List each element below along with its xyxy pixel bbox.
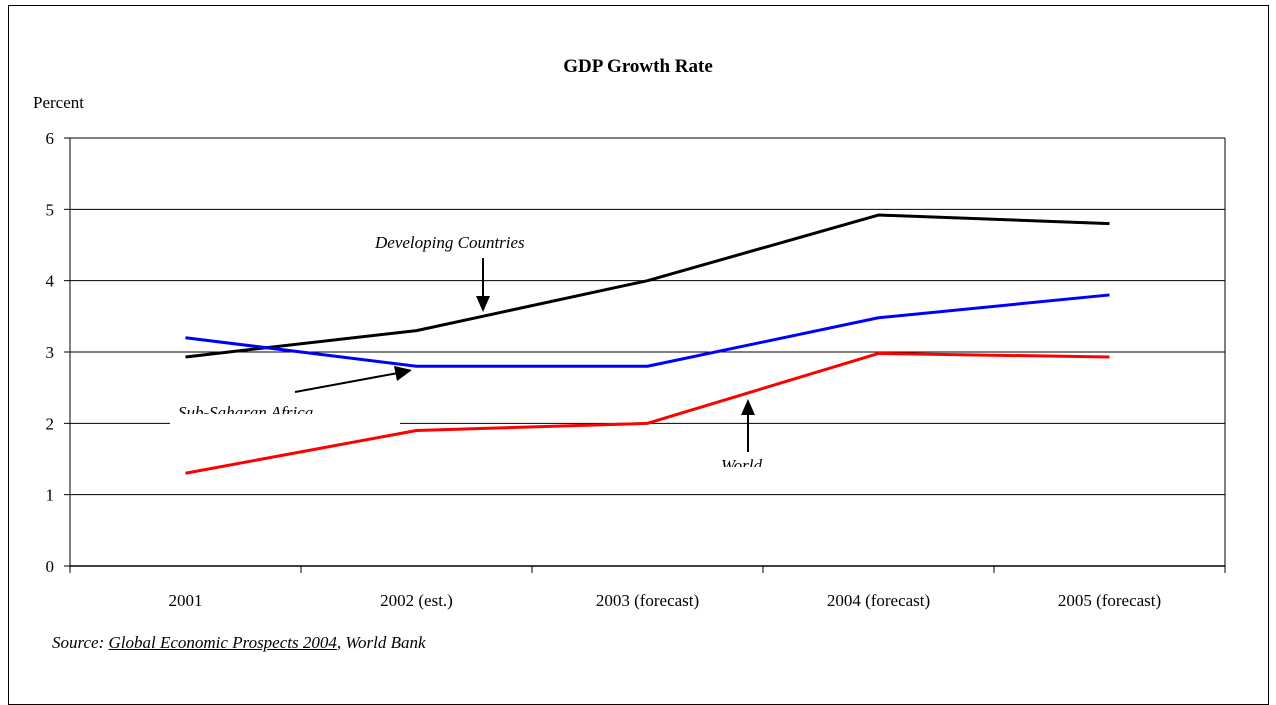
series-line-world xyxy=(185,351,1110,475)
y-axis-label: Percent xyxy=(33,93,84,112)
chart-title: GDP Growth Rate xyxy=(563,56,713,77)
series-line-developing-countries xyxy=(185,213,1110,359)
axes xyxy=(64,137,1226,573)
source-note: Source: Global Economic Prospects 2004, … xyxy=(52,633,426,653)
x-tick-label: 2001 xyxy=(169,591,203,610)
series-line-sub-saharan-africa xyxy=(185,293,1110,368)
x-tick-label: 2003 (forecast) xyxy=(596,591,699,610)
x-tick-label: 2005 (forecast) xyxy=(1058,591,1161,610)
source-title-link[interactable]: Global Economic Prospects 2004 xyxy=(108,633,337,652)
x-tick-label: 2002 (est.) xyxy=(380,591,453,610)
y-tick-label: 6 xyxy=(46,129,55,148)
series-lines xyxy=(185,213,1110,475)
y-tick-labels: 0 1 2 3 4 5 6 xyxy=(46,129,55,576)
source-prefix: Source: xyxy=(52,633,109,652)
y-tick-label: 0 xyxy=(46,557,55,576)
y-tick-label: 2 xyxy=(46,414,55,433)
label-clip-mask xyxy=(170,414,400,424)
x-tick-labels: 2001 2002 (est.) 2003 (forecast) 2004 (fore… xyxy=(169,591,1162,610)
y-tick-label: 5 xyxy=(46,200,55,219)
label-clip-mask xyxy=(700,467,820,477)
gridlines xyxy=(70,137,1225,496)
chart-svg: GDP Growth Rate Percent 0 1 2 3 4 5 6 2001 2002… xyxy=(33,56,1226,610)
arrow-developing-countries xyxy=(476,258,490,312)
arrow-sub-saharan-africa xyxy=(294,366,412,393)
y-tick-label: 1 xyxy=(46,486,55,505)
x-tick-label: 2004 (forecast) xyxy=(827,591,930,610)
arrow-world xyxy=(741,399,755,452)
source-suffix: , World Bank xyxy=(336,633,426,652)
annotation-developing-countries: Developing Countries xyxy=(374,233,525,252)
y-tick-label: 3 xyxy=(46,343,55,362)
y-tick-label: 4 xyxy=(46,272,55,291)
